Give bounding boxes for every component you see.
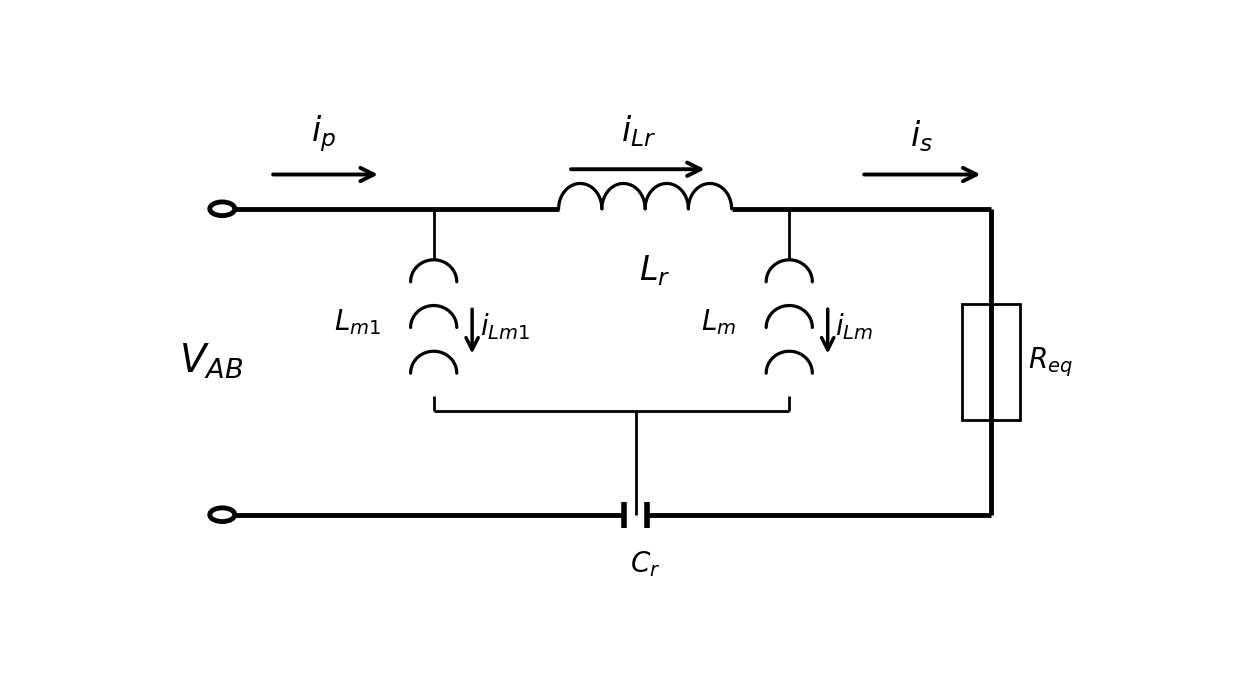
Text: $i_p$: $i_p$: [311, 114, 336, 154]
Text: $L_{m1}$: $L_{m1}$: [334, 308, 381, 337]
Text: $L_m$: $L_m$: [702, 308, 737, 337]
Text: $V_{AB}$: $V_{AB}$: [179, 342, 243, 382]
Text: $i_{Lm}$: $i_{Lm}$: [836, 311, 873, 342]
Text: $i_{Lm1}$: $i_{Lm1}$: [480, 311, 529, 342]
Text: $C_r$: $C_r$: [630, 549, 661, 579]
Text: $i_{Lr}$: $i_{Lr}$: [621, 114, 656, 149]
Bar: [962, 303, 1019, 420]
Text: $R_{eq}$: $R_{eq}$: [1028, 345, 1073, 379]
Text: $L_r$: $L_r$: [639, 253, 671, 288]
Text: $i_s$: $i_s$: [910, 119, 934, 154]
